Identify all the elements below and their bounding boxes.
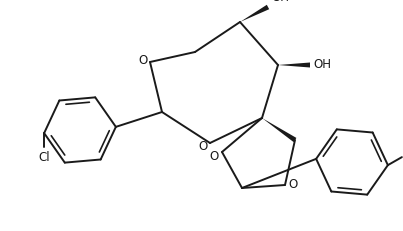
Polygon shape [240, 5, 269, 22]
Polygon shape [278, 63, 310, 67]
Text: OH: OH [313, 58, 331, 72]
Text: O: O [198, 140, 208, 154]
Polygon shape [262, 118, 296, 142]
Text: Cl: Cl [38, 151, 50, 164]
Text: OH: OH [271, 0, 289, 4]
Text: O: O [289, 179, 298, 191]
Text: O: O [138, 54, 147, 67]
Text: O: O [210, 149, 218, 162]
